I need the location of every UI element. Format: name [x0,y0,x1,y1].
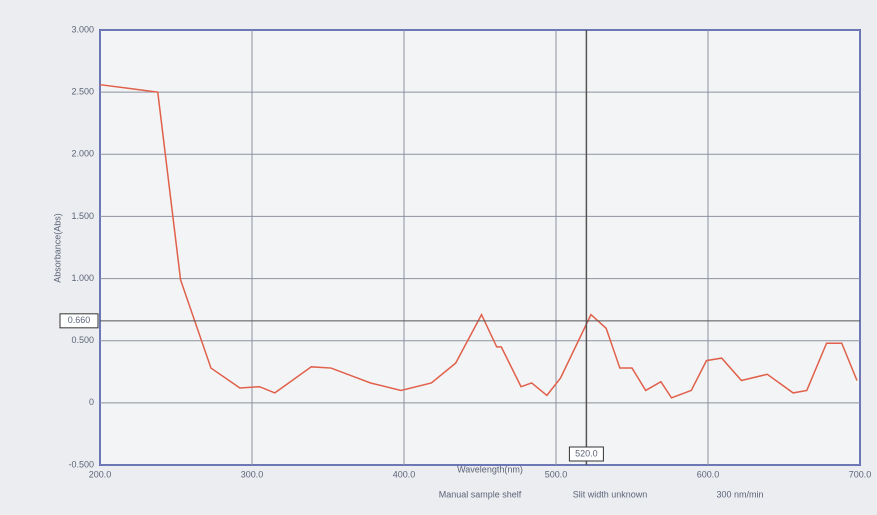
status-text: 300 nm/min [716,489,763,499]
y-tick-label: 1.500 [71,211,94,221]
status-text: Slit width unknown [573,489,648,499]
x-tick-label: 600.0 [697,469,720,479]
cursor-y-label: 0.660 [68,315,91,325]
y-tick-label: 1.000 [71,273,94,283]
y-tick-label: 0.500 [71,335,94,345]
status-text: Manual sample shelf [439,489,522,499]
y-tick-label: -0.500 [68,459,94,469]
cursor-x-label: 520.0 [575,448,598,458]
y-tick-label: 2.500 [71,87,94,97]
plot-area [99,29,861,466]
y-axis-label: Absorbance(Abs) [52,213,62,283]
x-tick-label: 400.0 [393,469,416,479]
y-tick-label: 0 [89,397,94,407]
y-tick-label: 2.000 [71,149,94,159]
cursor-box [59,313,99,329]
x-tick-label: 700.0 [849,469,872,479]
cursor-box [568,446,604,462]
x-tick-label: 300.0 [241,469,264,479]
data-line [99,83,858,399]
y-tick-label: 3.000 [71,24,94,34]
x-tick-label: 500.0 [545,469,568,479]
x-tick-label: 200.0 [89,469,112,479]
x-axis-label: Wavelength(nm) [457,464,523,474]
